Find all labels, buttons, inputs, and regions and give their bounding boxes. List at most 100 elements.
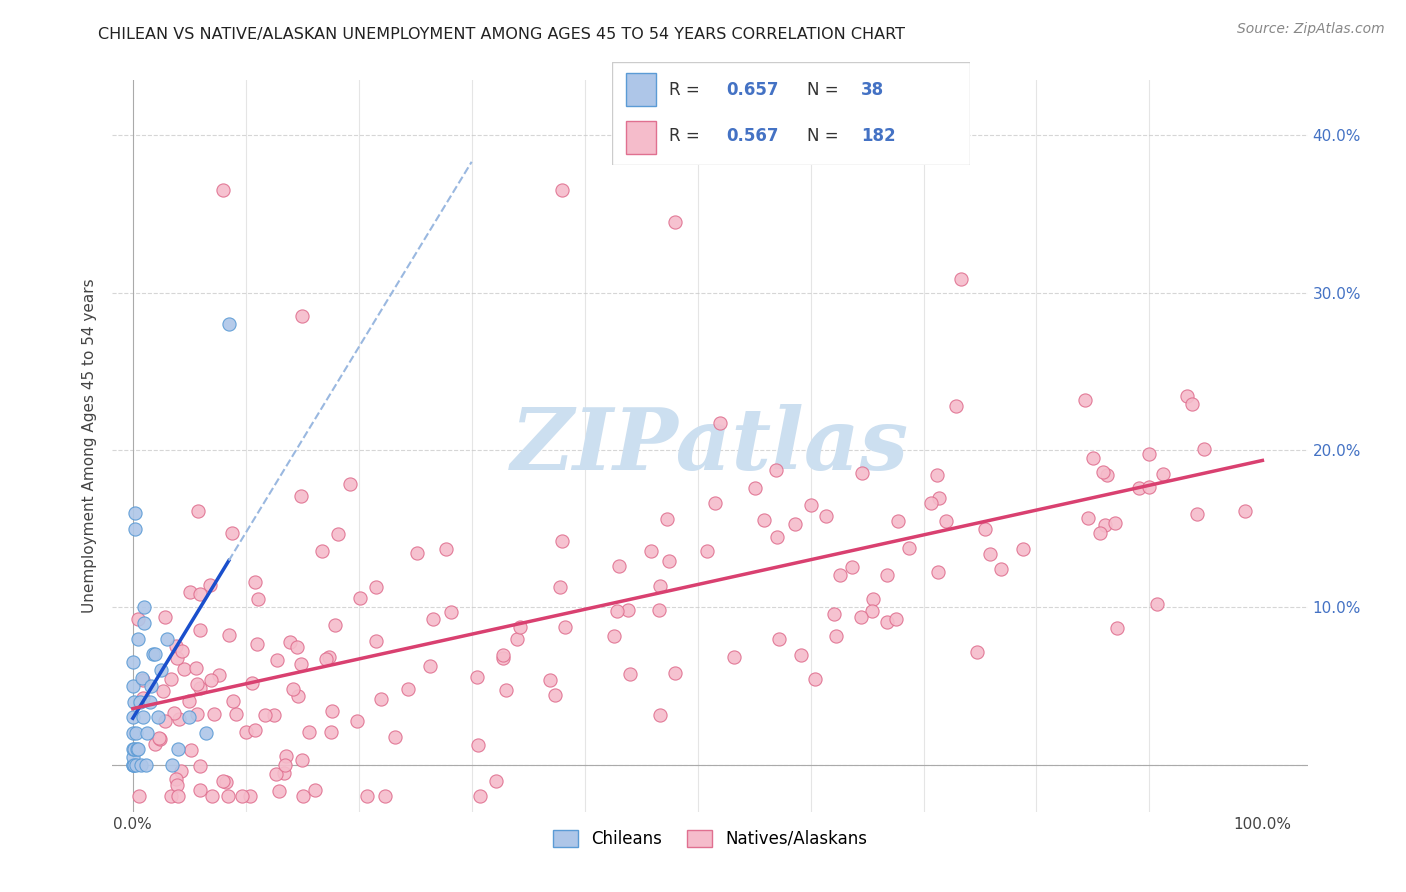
Point	[440, 605, 463, 619]
Point	[122, 741, 145, 756]
Point	[221, 694, 243, 708]
Point	[824, 629, 846, 643]
Point	[225, 706, 247, 721]
Point	[1137, 480, 1160, 494]
Point	[467, 739, 489, 753]
Point	[800, 498, 823, 512]
Point	[606, 604, 628, 618]
Point	[927, 566, 949, 580]
Point	[167, 789, 190, 803]
Point	[321, 725, 343, 739]
Point	[186, 660, 208, 674]
Point	[366, 580, 388, 594]
Point	[851, 466, 873, 480]
Point	[768, 632, 790, 647]
Point	[422, 612, 444, 626]
Point	[405, 546, 427, 560]
Point	[218, 317, 240, 331]
Point	[1128, 481, 1150, 495]
Point	[876, 615, 898, 629]
Point	[752, 513, 775, 527]
Point	[765, 530, 787, 544]
Point	[231, 789, 253, 803]
Point	[166, 651, 188, 665]
Point	[974, 522, 997, 536]
Point	[374, 789, 396, 803]
Point	[135, 757, 157, 772]
Point	[492, 648, 515, 662]
Point	[243, 575, 266, 590]
Text: 0.657: 0.657	[727, 80, 779, 99]
Point	[723, 650, 745, 665]
Point	[648, 602, 671, 616]
Text: R =: R =	[669, 80, 704, 99]
Point	[124, 506, 146, 520]
Point	[1088, 526, 1111, 541]
Point	[121, 726, 143, 740]
Point	[240, 675, 263, 690]
Point	[163, 706, 186, 720]
Point	[167, 741, 190, 756]
Point	[125, 757, 148, 772]
Text: Source: ZipAtlas.com: Source: ZipAtlas.com	[1237, 22, 1385, 37]
Point	[131, 671, 153, 685]
Point	[188, 623, 211, 637]
Point	[212, 183, 235, 197]
Point	[1097, 467, 1119, 482]
Point	[243, 723, 266, 737]
Point	[186, 676, 208, 690]
Point	[321, 704, 343, 718]
Point	[132, 673, 155, 687]
Point	[179, 585, 201, 599]
Point	[278, 634, 301, 648]
Point	[132, 615, 155, 630]
Point	[285, 640, 308, 654]
Point	[468, 789, 491, 803]
Point	[1185, 508, 1208, 522]
Point	[167, 712, 190, 726]
Point	[274, 758, 297, 772]
Point	[703, 496, 725, 510]
Point	[139, 695, 162, 709]
Point	[506, 632, 529, 646]
Point	[349, 591, 371, 606]
Point	[1181, 397, 1204, 411]
Point	[492, 651, 515, 665]
Point	[815, 509, 838, 524]
Point	[315, 651, 337, 665]
Point	[804, 673, 827, 687]
Point	[179, 710, 201, 724]
Point	[170, 764, 193, 778]
Point	[1152, 467, 1174, 481]
Point	[1091, 465, 1114, 479]
Point	[132, 710, 155, 724]
Point	[323, 618, 346, 632]
Bar	[626, 121, 657, 153]
Point	[398, 681, 420, 696]
Point	[128, 789, 150, 803]
Point	[326, 527, 349, 541]
Text: N =: N =	[807, 128, 844, 145]
Point	[990, 562, 1012, 576]
Point	[281, 681, 304, 696]
Point	[200, 673, 222, 687]
Point	[744, 481, 766, 495]
Point	[945, 399, 967, 413]
Point	[217, 789, 239, 803]
Point	[356, 789, 378, 803]
Point	[218, 628, 240, 642]
Text: 38: 38	[860, 80, 884, 99]
Point	[129, 757, 152, 772]
Point	[1083, 450, 1105, 465]
Point	[298, 725, 321, 739]
Point	[156, 632, 179, 646]
Point	[897, 541, 920, 555]
Point	[121, 710, 143, 724]
Point	[246, 637, 269, 651]
Point	[153, 714, 176, 728]
Point	[339, 477, 361, 491]
Point	[949, 272, 972, 286]
Point	[790, 648, 813, 662]
Point	[122, 695, 145, 709]
Point	[155, 610, 177, 624]
